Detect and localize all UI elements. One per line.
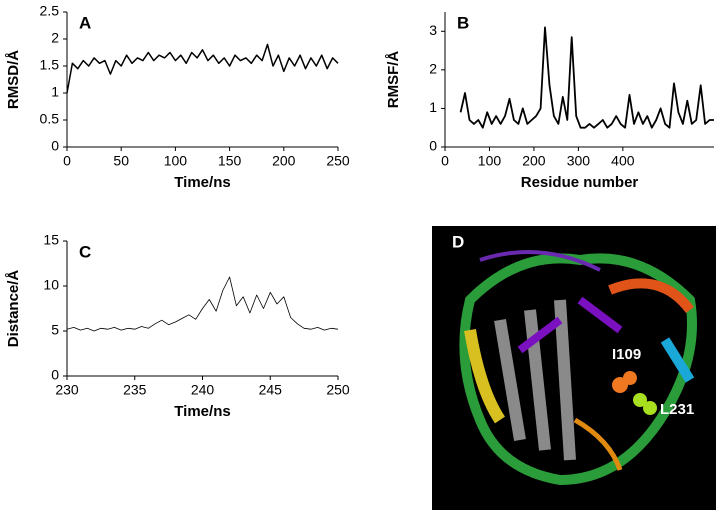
- x-tick-label: 150: [218, 153, 242, 169]
- y-tick-label: 0: [51, 138, 59, 154]
- y-tick-label: 1.5: [40, 57, 60, 73]
- loop: [479, 250, 601, 272]
- residue-label: I109: [612, 346, 641, 363]
- y-tick-label: 0.5: [40, 111, 60, 127]
- helix: [608, 278, 694, 314]
- x-axis-title: Time/ns: [174, 403, 230, 420]
- helix: [464, 329, 506, 424]
- atom: [623, 371, 637, 385]
- x-tick-label: 250: [326, 382, 350, 398]
- x-tick-label: 235: [123, 382, 147, 398]
- line: [459, 26, 714, 129]
- x-tick-label: 200: [522, 153, 546, 169]
- x-tick-label: 50: [113, 153, 129, 169]
- strand: [517, 296, 623, 354]
- y-tick-label: 1: [51, 84, 59, 100]
- line: [66, 276, 339, 332]
- y-tick-label: 5: [51, 322, 59, 338]
- y-tick-label: 3: [429, 22, 437, 38]
- x-axis-title: Time/ns: [174, 174, 230, 191]
- x-tick-label: 300: [567, 153, 591, 169]
- strand: [660, 337, 695, 383]
- y-tick-label: 2.5: [40, 3, 60, 19]
- panel-label: D: [452, 232, 464, 251]
- x-tick-label: 400: [611, 153, 635, 169]
- y-tick-label: 2: [51, 30, 59, 46]
- y-tick-label: 2: [429, 61, 437, 77]
- loop: [573, 417, 623, 471]
- panel-label: B: [457, 13, 469, 32]
- y-tick-label: 15: [43, 232, 59, 248]
- y-tick-label: 10: [43, 277, 59, 293]
- y-tick-label: 0: [51, 367, 59, 383]
- panel-label: A: [79, 13, 91, 32]
- x-axis-title: Residue number: [521, 174, 639, 191]
- line: [66, 43, 339, 94]
- x-tick-label: 200: [272, 153, 296, 169]
- molecule-panel: D I109 L231: [432, 226, 716, 510]
- x-tick-label: 100: [164, 153, 188, 169]
- helix: [494, 299, 576, 461]
- x-tick-label: 0: [63, 153, 71, 169]
- atom: [643, 401, 657, 415]
- residue-label: L231: [660, 401, 694, 418]
- y-tick-label: 1: [429, 99, 437, 115]
- x-tick-label: 250: [326, 153, 350, 169]
- x-tick-label: 100: [478, 153, 502, 169]
- x-tick-label: 245: [259, 382, 283, 398]
- x-tick-label: 230: [55, 382, 79, 398]
- x-tick-label: 0: [441, 153, 449, 169]
- y-axis-title: RMSD/Å: [5, 50, 22, 109]
- atom: [633, 393, 647, 407]
- y-axis-title: RMSF/Å: [385, 51, 402, 109]
- y-axis-title: Distance/Å: [5, 270, 22, 348]
- x-tick-label: 240: [191, 382, 215, 398]
- y-tick-label: 0: [429, 138, 437, 154]
- panel-label: C: [79, 242, 91, 261]
